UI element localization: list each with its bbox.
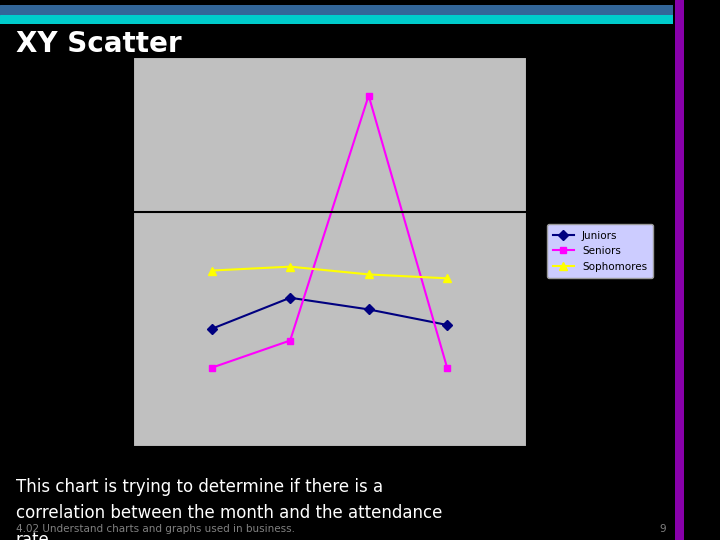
Seniors xyxy=(443,364,451,371)
Line: Juniors: Juniors xyxy=(208,294,451,332)
Text: 9: 9 xyxy=(660,523,666,534)
Seniors xyxy=(364,92,373,99)
Line: Seniors: Seniors xyxy=(208,92,451,371)
Sophomores xyxy=(207,267,216,274)
Y-axis label: Percent: Percent xyxy=(86,229,99,273)
X-axis label: Month: Month xyxy=(311,471,348,484)
Juniors xyxy=(286,294,294,301)
Juniors xyxy=(364,306,373,313)
Title: Spirit Participation: Spirit Participation xyxy=(258,41,400,54)
Juniors xyxy=(207,326,216,332)
Seniors xyxy=(207,364,216,371)
Seniors xyxy=(286,338,294,344)
Text: XY Scatter: XY Scatter xyxy=(16,30,181,58)
Sophomores xyxy=(364,271,373,278)
Sophomores xyxy=(286,264,294,270)
Text: 4.02 Understand charts and graphs used in business.: 4.02 Understand charts and graphs used i… xyxy=(16,523,295,534)
Line: Sophomores: Sophomores xyxy=(207,262,451,282)
Sophomores xyxy=(443,275,451,281)
Text: This chart is trying to determine if there is a
correlation between the month an: This chart is trying to determine if the… xyxy=(16,478,442,540)
Juniors xyxy=(443,322,451,328)
Legend: Juniors, Seniors, Sophomores: Juniors, Seniors, Sophomores xyxy=(546,224,653,278)
